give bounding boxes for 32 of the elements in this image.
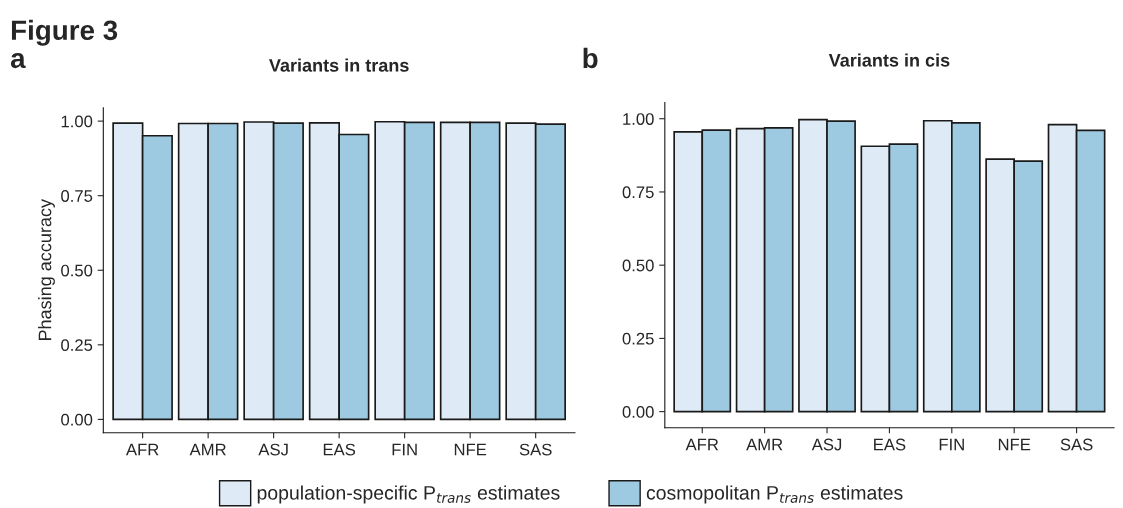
legend-label: population-specific P$_{trans}$ estimates: [257, 485, 560, 504]
x-tick-label: AFR: [125, 443, 159, 456]
y-tick-label: 0.50: [61, 264, 93, 277]
y-tick-label: 0.25: [61, 339, 93, 352]
text: b: [583, 47, 598, 69]
y-axis-title: Phasing accuracy: [38, 199, 55, 341]
y-tick-label: 1.00: [623, 113, 654, 125]
x-tick-label: AMR: [189, 443, 226, 456]
y-tick-label: 0.75: [622, 186, 654, 199]
y-tick-label: 0.00: [61, 413, 93, 426]
x-tick-label: SAS: [519, 443, 552, 456]
x-tick-label: FIN: [939, 438, 964, 451]
x-tick-label: SAS: [1060, 438, 1093, 451]
x-tick-label: AMR: [746, 438, 783, 451]
legend-label: cosmopolitan P$_{trans}$ estimates: [646, 485, 903, 504]
x-tick-label: FIN: [392, 443, 417, 456]
text: a: [10, 52, 26, 69]
chart-title: Variants in cis: [828, 53, 950, 67]
x-tick-label: ASJ: [811, 438, 842, 451]
x-tick-label: EAS: [323, 443, 356, 456]
x-tick-label: NFE: [998, 438, 1031, 451]
x-tick-label: ASJ: [258, 443, 288, 456]
x-tick-label: NFE: [454, 443, 487, 456]
chart-title: Variants in trans: [269, 58, 409, 72]
y-tick-label: 0.25: [622, 332, 654, 345]
y-tick-label: 0.50: [622, 259, 654, 272]
y-tick-label: 0.75: [61, 190, 93, 202]
caption: Figure 3: [11, 19, 118, 46]
y-tick-label: 1.00: [61, 115, 93, 128]
x-tick-label: AFR: [685, 438, 719, 451]
y-tick-label: 0.00: [622, 406, 654, 418]
x-tick-label: EAS: [874, 438, 906, 451]
